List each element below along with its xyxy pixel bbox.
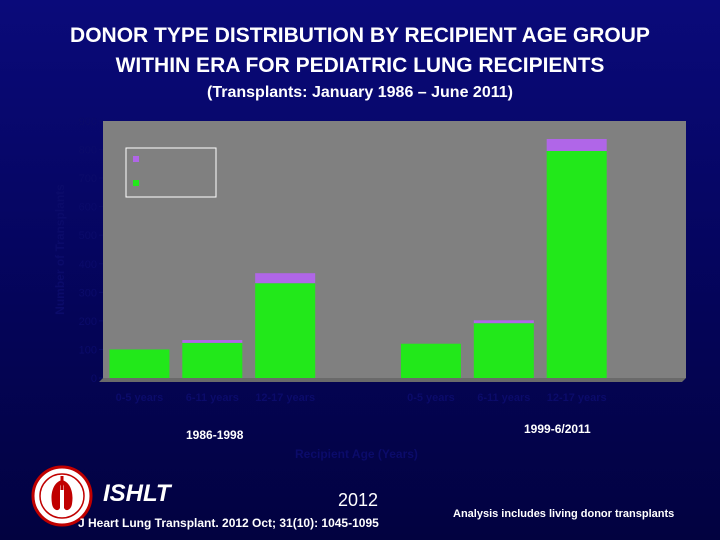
x-tick-label: 6-11 years [186, 392, 239, 404]
y-tick-label: 400 [79, 259, 97, 271]
bar-purple [182, 340, 243, 343]
bar-green [109, 349, 170, 378]
era-label-2: 1999-6/2011 [524, 422, 591, 436]
x-tick-label: 0-5 years [116, 392, 164, 404]
bar-purple [546, 138, 607, 151]
chart-subtitle: (Transplants: January 1986 – June 2011) [207, 84, 513, 101]
x-axis-title: Recipient Age (Years) [295, 447, 418, 461]
footer-year: 2012 [338, 490, 379, 510]
footnote: Analysis includes living donor transplan… [453, 508, 675, 520]
y-tick-label: 800 [79, 145, 97, 157]
y-axis-title: Number of Transplants [53, 184, 67, 315]
legend-swatch-purple [133, 156, 139, 162]
y-tick-label: 700 [79, 173, 97, 185]
x-tick-label: 12-17 years [547, 392, 607, 404]
bar-green [400, 343, 461, 378]
citation: J Heart Lung Transplant. 2012 Oct; 31(10… [78, 516, 379, 530]
era-label-1: 1986-1998 [186, 428, 244, 442]
legend-swatch-green [133, 180, 139, 186]
chart-title-line1: DONOR TYPE DISTRIBUTION BY RECIPIENT AGE… [70, 24, 650, 47]
y-tick-label: 600 [79, 202, 97, 214]
bar-green [473, 323, 534, 378]
bar-purple [255, 273, 316, 284]
y-tick-label: 200 [79, 316, 97, 328]
y-tick-label: 100 [79, 344, 97, 356]
ishlt-logo-text: ISHLT [103, 480, 171, 507]
bar-purple [473, 320, 534, 324]
ishlt-seal-icon [31, 465, 93, 527]
legend-box [125, 147, 217, 198]
bar-green [546, 150, 607, 378]
chart-title-line2: WITHIN ERA FOR PEDIATRIC LUNG RECIPIENTS [115, 54, 605, 77]
x-tick-label: 6-11 years [477, 392, 530, 404]
y-tick-label: 300 [79, 287, 97, 299]
bar-green [182, 342, 243, 378]
x-tick-label: 0-5 years [407, 392, 455, 404]
y-tick-label: 0 [91, 373, 97, 385]
bar-green [255, 283, 316, 378]
y-tick-label: 500 [79, 230, 97, 242]
y-tick-label: 900 [79, 116, 97, 128]
x-tick-label: 12-17 years [255, 392, 315, 404]
plot-floor [99, 378, 686, 382]
